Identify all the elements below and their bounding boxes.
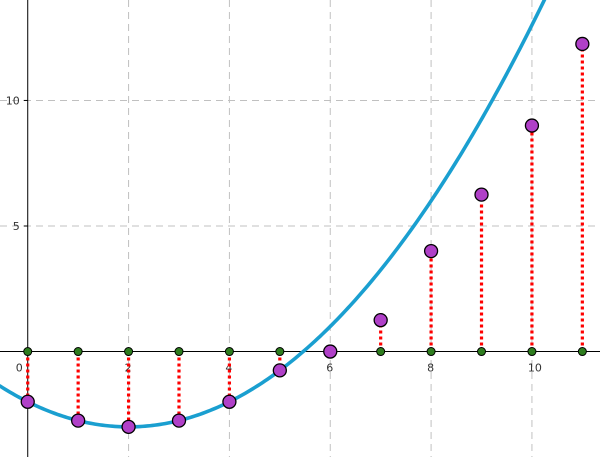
axis-point bbox=[73, 347, 83, 357]
axis-point bbox=[577, 347, 587, 357]
x-tick-label: 2 bbox=[125, 362, 132, 375]
axis-point bbox=[376, 347, 386, 357]
y-tick-label: 10 bbox=[6, 94, 20, 107]
axis-point bbox=[527, 347, 537, 357]
curve-point bbox=[474, 187, 489, 202]
axis-point bbox=[174, 347, 184, 357]
y-tick-label: 5 bbox=[13, 220, 20, 233]
curve-point bbox=[575, 36, 590, 52]
function-curve bbox=[0, 0, 547, 429]
curve-point bbox=[373, 313, 388, 328]
curve-point bbox=[222, 394, 237, 409]
axis-point bbox=[124, 347, 134, 357]
x-tick-label: 0 bbox=[16, 362, 23, 375]
curve-point bbox=[20, 394, 35, 409]
x-tick-label: 6 bbox=[326, 362, 333, 375]
curve-point bbox=[524, 118, 540, 133]
curve-point bbox=[272, 363, 287, 378]
axis-point bbox=[426, 347, 436, 357]
x-tick-label: 4 bbox=[225, 362, 232, 375]
curve-point bbox=[171, 413, 187, 428]
curve-point bbox=[71, 413, 86, 428]
curve-point bbox=[323, 344, 338, 359]
axis-point bbox=[477, 347, 487, 357]
x-tick-label: 8 bbox=[427, 362, 434, 375]
curve-point bbox=[121, 419, 136, 435]
x-tick-label: 10 bbox=[528, 362, 542, 375]
curve-point bbox=[423, 243, 439, 259]
axis-point bbox=[224, 347, 234, 357]
axis-point bbox=[275, 347, 285, 357]
axis-point bbox=[23, 347, 33, 357]
